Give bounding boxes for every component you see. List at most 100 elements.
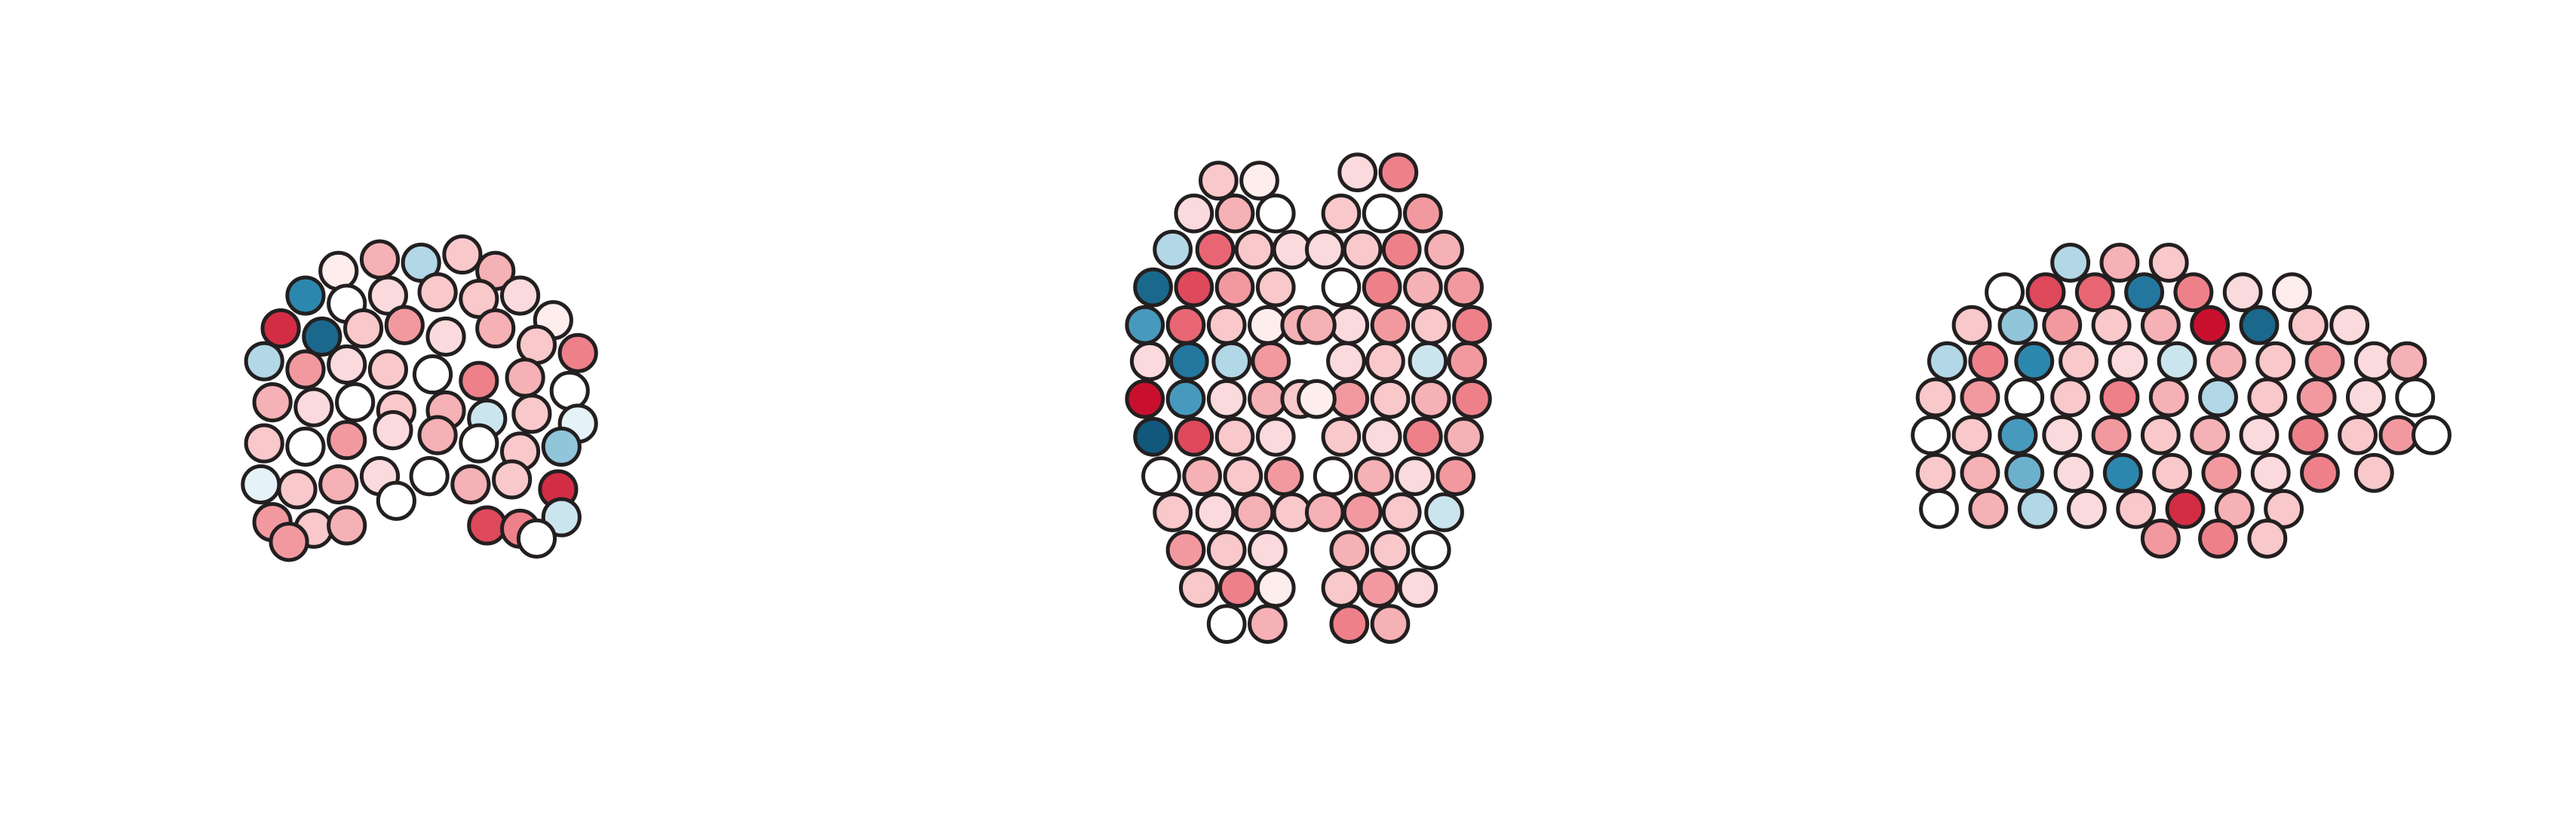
node [1424,229,1464,270]
node [1968,489,2009,529]
brain-view [1125,152,1492,644]
node [1395,456,1435,496]
node [2050,243,2091,283]
node [2108,341,2148,381]
node [1411,530,1451,570]
node [1329,604,1370,644]
node [2206,341,2246,381]
node [293,387,334,427]
node [1304,492,1345,532]
node [1951,305,1992,345]
node [1411,305,1451,345]
node [327,344,367,385]
node [1321,568,1362,608]
node [1198,161,1239,201]
node [1424,492,1464,532]
node [2004,377,2045,418]
node [1304,229,1345,270]
node [1182,456,1223,496]
node [1447,341,1488,381]
node [2247,518,2288,559]
node [2296,377,2337,418]
node [511,394,552,434]
node [1342,229,1383,270]
node [2198,518,2238,559]
node [1195,229,1236,270]
node [285,349,326,390]
node [1174,193,1214,234]
node [241,464,281,505]
node [2288,415,2329,455]
node [1214,416,1255,457]
node [1960,377,2000,418]
node [2239,305,2280,345]
node [1195,492,1236,532]
node [1403,416,1443,457]
node [1997,415,2038,455]
node [2165,489,2206,529]
node [2247,377,2288,418]
node [2272,272,2312,313]
node [1915,452,1956,493]
node [2353,341,2394,381]
node [335,382,376,423]
node [2116,489,2157,529]
node [260,308,301,349]
node [1251,341,1291,381]
node [1174,267,1214,308]
node [2214,489,2255,529]
node [1329,305,1370,345]
node [2222,272,2263,313]
node [1378,152,1419,193]
node [2378,415,2419,455]
node [2338,415,2378,455]
node [516,324,557,365]
node [2157,341,2197,381]
node [384,305,425,345]
node [1223,456,1263,496]
node [1365,341,1405,381]
node [2255,341,2296,381]
node [327,505,367,546]
node [1248,305,1288,345]
node [1174,416,1214,457]
node [1206,305,1247,345]
node [1206,530,1247,570]
node [269,522,309,562]
node [2152,452,2193,493]
node [1362,193,1402,234]
node [1255,416,1296,457]
node [2304,341,2345,381]
node [1927,341,1967,381]
node [277,469,318,510]
node [1444,267,1484,308]
node [2014,341,2055,381]
node [425,316,466,357]
node [2140,305,2181,345]
node [1234,229,1275,270]
node [2148,377,2189,418]
node [475,308,516,349]
node [285,275,326,316]
node [1452,378,1492,419]
node [1408,341,1448,381]
node [1234,492,1275,532]
node [285,426,326,467]
node [417,272,458,313]
node [505,357,545,398]
node [2059,341,2099,381]
node [327,420,367,461]
node [1165,378,1206,419]
node [2190,305,2231,345]
node [1362,267,1402,308]
node [459,360,499,401]
node [2091,305,2132,345]
node [412,354,453,395]
node [373,410,413,451]
node [459,278,499,319]
node [1321,416,1362,457]
node [1165,530,1206,570]
node [409,456,450,497]
node [1248,604,1288,644]
